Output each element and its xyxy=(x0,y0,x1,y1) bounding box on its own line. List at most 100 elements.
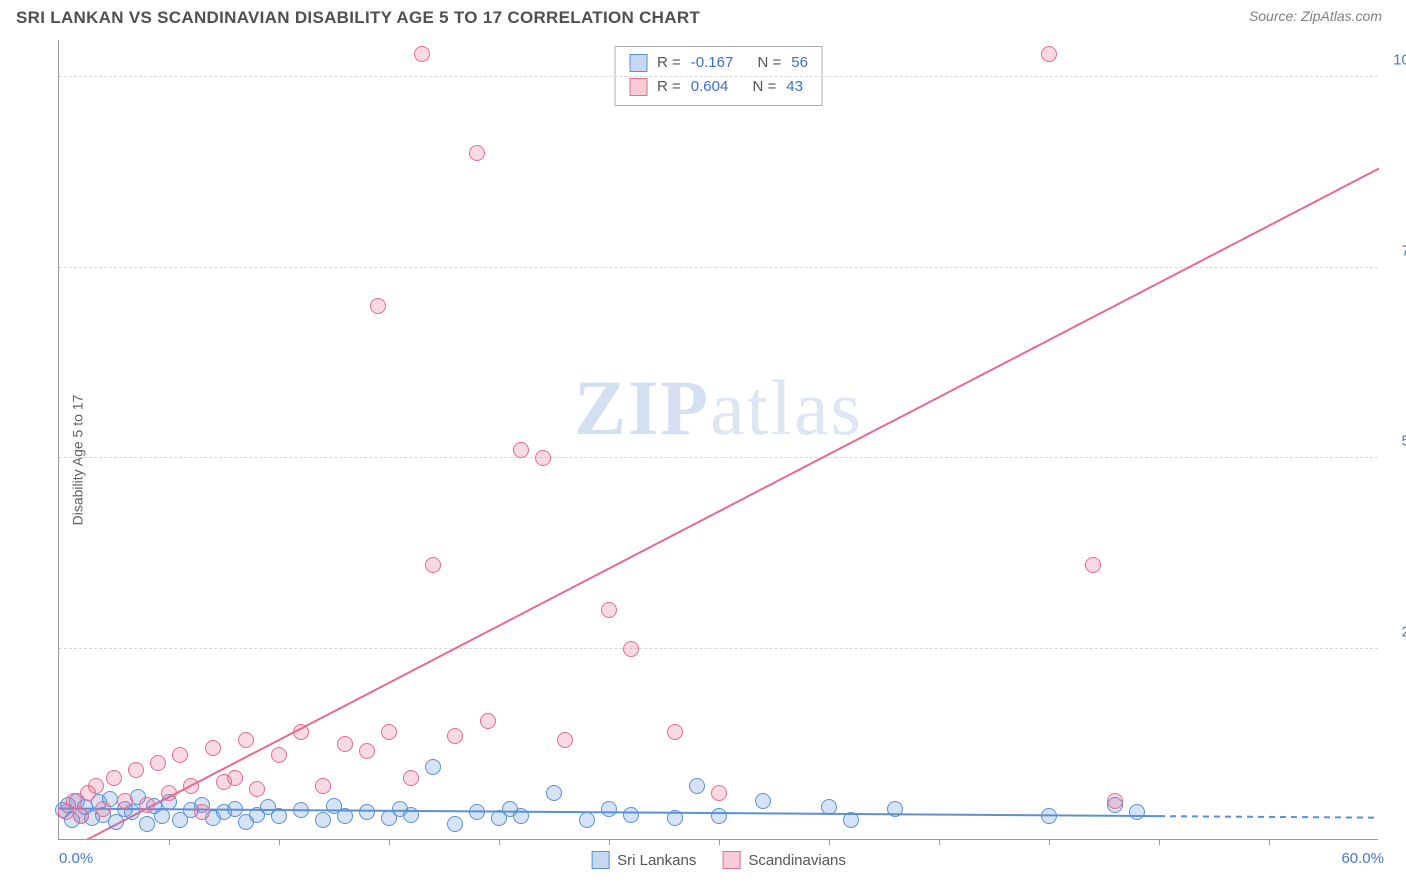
data-point xyxy=(381,724,397,740)
data-point xyxy=(154,808,170,824)
data-point xyxy=(315,778,331,794)
plot-area: ZIPatlas R = -0.167 N = 56 R = 0.604 N =… xyxy=(58,40,1378,840)
x-tick xyxy=(1049,839,1050,845)
x-tick xyxy=(1159,839,1160,845)
data-point xyxy=(1107,793,1123,809)
data-point xyxy=(139,797,155,813)
data-point xyxy=(821,799,837,815)
data-point xyxy=(1041,46,1057,62)
y-tick-label: 25.0% xyxy=(1384,623,1406,640)
data-point xyxy=(88,778,104,794)
y-tick-label: 50.0% xyxy=(1384,433,1406,450)
legend-r-label: R = xyxy=(657,51,681,75)
legend-item-label: Scandinavians xyxy=(748,852,846,869)
data-point xyxy=(623,641,639,657)
x-tick xyxy=(1269,839,1270,845)
data-point xyxy=(1041,808,1057,824)
data-point xyxy=(359,804,375,820)
data-point xyxy=(623,807,639,823)
data-point xyxy=(108,814,124,830)
data-point xyxy=(711,808,727,824)
watermark: ZIPatlas xyxy=(574,363,863,453)
gridline xyxy=(59,648,1378,649)
data-point xyxy=(601,602,617,618)
data-point xyxy=(480,713,496,729)
data-point xyxy=(403,770,419,786)
legend-n-label: N = xyxy=(758,51,782,75)
data-point xyxy=(711,785,727,801)
legend-swatch-icon xyxy=(629,78,647,96)
data-point xyxy=(447,728,463,744)
x-tick xyxy=(609,839,610,845)
data-point xyxy=(238,732,254,748)
legend-item: Scandinavians xyxy=(722,851,846,869)
data-point xyxy=(755,793,771,809)
data-point xyxy=(359,743,375,759)
data-point xyxy=(293,802,309,818)
source-attribution: Source: ZipAtlas.com xyxy=(1249,8,1382,24)
x-tick xyxy=(939,839,940,845)
data-point xyxy=(425,759,441,775)
x-tick xyxy=(719,839,720,845)
legend-item: Sri Lankans xyxy=(591,851,696,869)
data-point xyxy=(150,755,166,771)
data-point xyxy=(227,801,243,817)
data-point xyxy=(95,801,111,817)
data-point xyxy=(667,810,683,826)
series-legend: Sri Lankans Scandinavians xyxy=(591,851,846,869)
x-axis-min-label: 0.0% xyxy=(59,850,93,867)
legend-swatch-icon xyxy=(722,851,740,869)
gridline xyxy=(59,457,1378,458)
x-tick xyxy=(499,839,500,845)
data-point xyxy=(447,816,463,832)
data-point xyxy=(117,793,133,809)
legend-item-label: Sri Lankans xyxy=(617,852,696,869)
data-point xyxy=(601,801,617,817)
x-tick xyxy=(279,839,280,845)
legend-row: R = -0.167 N = 56 xyxy=(629,51,808,75)
data-point xyxy=(546,785,562,801)
data-point xyxy=(172,747,188,763)
data-point xyxy=(227,770,243,786)
data-point xyxy=(689,778,705,794)
data-point xyxy=(513,442,529,458)
legend-n-label: N = xyxy=(753,75,777,99)
x-tick xyxy=(829,839,830,845)
gridline xyxy=(59,76,1378,77)
data-point xyxy=(1129,804,1145,820)
data-point xyxy=(370,298,386,314)
legend-r-value: 0.604 xyxy=(691,75,729,99)
data-point xyxy=(315,812,331,828)
data-point xyxy=(194,804,210,820)
data-point xyxy=(337,808,353,824)
y-tick-label: 75.0% xyxy=(1384,242,1406,259)
data-point xyxy=(271,808,287,824)
data-point xyxy=(843,812,859,828)
x-tick xyxy=(169,839,170,845)
legend-r-label: R = xyxy=(657,75,681,99)
data-point xyxy=(128,762,144,778)
data-point xyxy=(579,812,595,828)
data-point xyxy=(887,801,903,817)
data-point xyxy=(535,450,551,466)
data-point xyxy=(425,557,441,573)
data-point xyxy=(106,770,122,786)
legend-r-value: -0.167 xyxy=(691,51,734,75)
data-point xyxy=(337,736,353,752)
data-point xyxy=(249,781,265,797)
data-point xyxy=(293,724,309,740)
x-tick xyxy=(389,839,390,845)
trendlines xyxy=(59,39,1379,839)
data-point xyxy=(667,724,683,740)
data-point xyxy=(183,778,199,794)
data-point xyxy=(403,807,419,823)
data-point xyxy=(513,808,529,824)
data-point xyxy=(1085,557,1101,573)
data-point xyxy=(205,740,221,756)
legend-n-value: 43 xyxy=(786,75,803,99)
data-point xyxy=(469,804,485,820)
y-tick-label: 100.0% xyxy=(1384,52,1406,69)
x-axis-max-label: 60.0% xyxy=(1341,850,1384,867)
chart-title: SRI LANKAN VS SCANDINAVIAN DISABILITY AG… xyxy=(16,8,700,28)
data-point xyxy=(469,145,485,161)
